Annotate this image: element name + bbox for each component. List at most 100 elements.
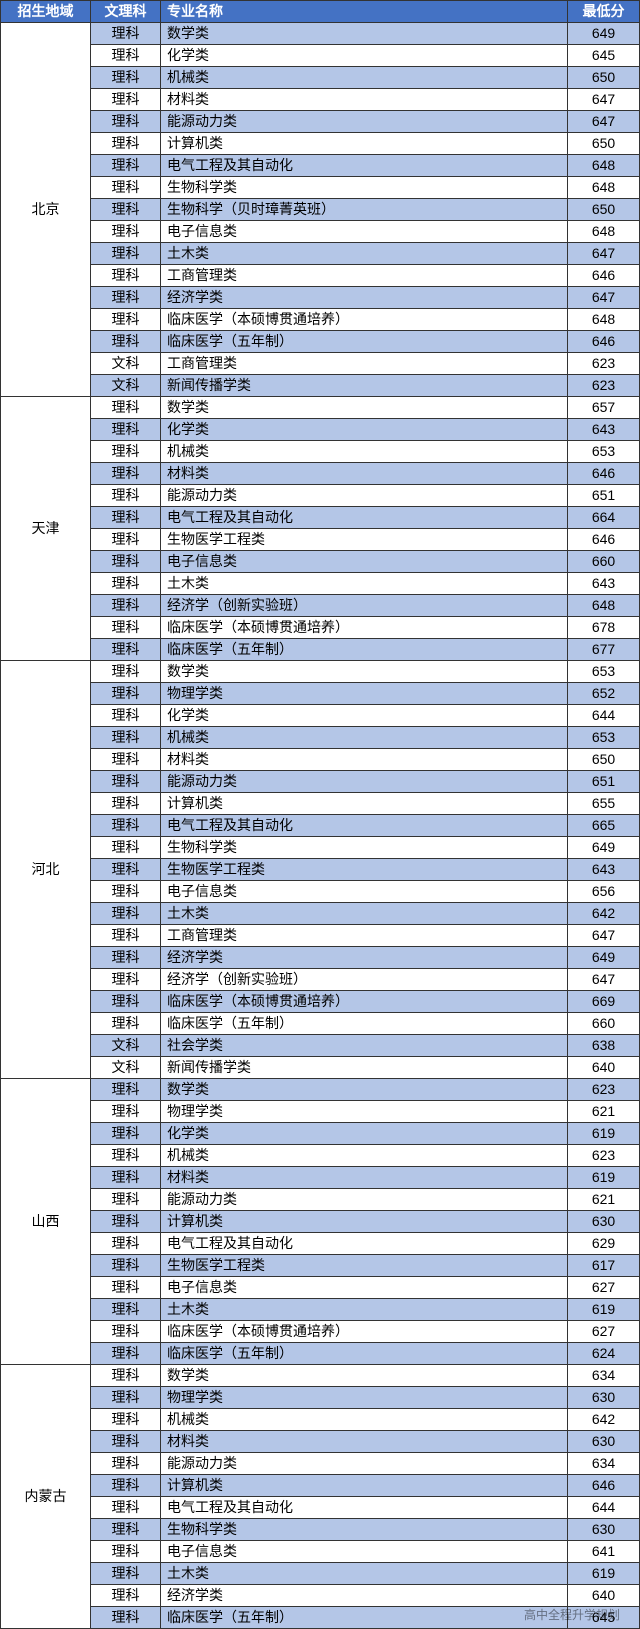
subject-cell: 理科 xyxy=(91,1585,161,1607)
table-row: 理科机械类653 xyxy=(1,441,640,463)
score-cell: 630 xyxy=(568,1387,640,1409)
major-cell: 电子信息类 xyxy=(161,221,568,243)
major-cell: 经济学类 xyxy=(161,287,568,309)
major-cell: 计算机类 xyxy=(161,793,568,815)
subject-cell: 文科 xyxy=(91,375,161,397)
subject-cell: 理科 xyxy=(91,265,161,287)
score-cell: 644 xyxy=(568,705,640,727)
table-row: 理科计算机类630 xyxy=(1,1211,640,1233)
subject-cell: 理科 xyxy=(91,705,161,727)
table-row: 理科机械类650 xyxy=(1,67,640,89)
subject-cell: 理科 xyxy=(91,881,161,903)
table-row: 理科临床医学（本硕博贯通培养）669 xyxy=(1,991,640,1013)
score-cell: 634 xyxy=(568,1365,640,1387)
subject-cell: 理科 xyxy=(91,1299,161,1321)
major-cell: 电子信息类 xyxy=(161,1277,568,1299)
major-cell: 物理学类 xyxy=(161,1101,568,1123)
table-row: 理科工商管理类647 xyxy=(1,925,640,947)
table-row: 理科临床医学（本硕博贯通培养）648 xyxy=(1,309,640,331)
table-row: 理科临床医学（本硕博贯通培养）678 xyxy=(1,617,640,639)
table-row: 理科化学类644 xyxy=(1,705,640,727)
major-cell: 电子信息类 xyxy=(161,881,568,903)
subject-cell: 理科 xyxy=(91,1167,161,1189)
score-cell: 627 xyxy=(568,1321,640,1343)
major-cell: 材料类 xyxy=(161,1431,568,1453)
subject-cell: 理科 xyxy=(91,1519,161,1541)
region-cell: 山西 xyxy=(1,1079,91,1365)
table-row: 理科物理学类621 xyxy=(1,1101,640,1123)
subject-cell: 理科 xyxy=(91,1431,161,1453)
table-row: 文科工商管理类623 xyxy=(1,353,640,375)
subject-cell: 理科 xyxy=(91,683,161,705)
score-cell: 629 xyxy=(568,1233,640,1255)
subject-cell: 理科 xyxy=(91,287,161,309)
score-cell: 619 xyxy=(568,1167,640,1189)
subject-cell: 理科 xyxy=(91,309,161,331)
score-cell: 643 xyxy=(568,859,640,881)
table-row: 理科能源动力类634 xyxy=(1,1453,640,1475)
header-region: 招生地域 xyxy=(1,1,91,23)
score-cell: 647 xyxy=(568,111,640,133)
score-cell: 653 xyxy=(568,441,640,463)
major-cell: 能源动力类 xyxy=(161,485,568,507)
table-row: 理科电子信息类627 xyxy=(1,1277,640,1299)
major-cell: 数学类 xyxy=(161,1365,568,1387)
subject-cell: 理科 xyxy=(91,1321,161,1343)
subject-cell: 理科 xyxy=(91,485,161,507)
subject-cell: 理科 xyxy=(91,111,161,133)
table-row: 理科电气工程及其自动化644 xyxy=(1,1497,640,1519)
table-row: 理科经济学类640 xyxy=(1,1585,640,1607)
subject-cell: 理科 xyxy=(91,1343,161,1365)
major-cell: 能源动力类 xyxy=(161,111,568,133)
score-cell: 617 xyxy=(568,1255,640,1277)
major-cell: 新闻传播学类 xyxy=(161,1057,568,1079)
subject-cell: 理科 xyxy=(91,1277,161,1299)
subject-cell: 理科 xyxy=(91,23,161,45)
major-cell: 化学类 xyxy=(161,1123,568,1145)
major-cell: 电气工程及其自动化 xyxy=(161,1233,568,1255)
subject-cell: 理科 xyxy=(91,1563,161,1585)
subject-cell: 理科 xyxy=(91,925,161,947)
major-cell: 临床医学（本硕博贯通培养） xyxy=(161,309,568,331)
major-cell: 临床医学（五年制） xyxy=(161,1013,568,1035)
major-cell: 电气工程及其自动化 xyxy=(161,155,568,177)
score-cell: 623 xyxy=(568,375,640,397)
table-row: 理科电气工程及其自动化665 xyxy=(1,815,640,837)
score-cell: 646 xyxy=(568,529,640,551)
region-cell: 北京 xyxy=(1,23,91,397)
table-row: 理科经济学类647 xyxy=(1,287,640,309)
major-cell: 材料类 xyxy=(161,463,568,485)
major-cell: 物理学类 xyxy=(161,1387,568,1409)
table-row: 理科材料类650 xyxy=(1,749,640,771)
subject-cell: 理科 xyxy=(91,243,161,265)
score-cell: 623 xyxy=(568,1079,640,1101)
score-cell: 643 xyxy=(568,419,640,441)
score-cell: 619 xyxy=(568,1563,640,1585)
table-row: 理科经济学（创新实验班）647 xyxy=(1,969,640,991)
major-cell: 电气工程及其自动化 xyxy=(161,507,568,529)
major-cell: 数学类 xyxy=(161,1079,568,1101)
major-cell: 生物医学工程类 xyxy=(161,859,568,881)
major-cell: 临床医学（五年制） xyxy=(161,1607,568,1629)
table-row: 北京理科数学类649 xyxy=(1,23,640,45)
score-cell: 640 xyxy=(568,1057,640,1079)
major-cell: 机械类 xyxy=(161,1409,568,1431)
table-row: 天津理科数学类657 xyxy=(1,397,640,419)
table-row: 河北理科数学类653 xyxy=(1,661,640,683)
subject-cell: 理科 xyxy=(91,1475,161,1497)
table-row: 理科电子信息类660 xyxy=(1,551,640,573)
subject-cell: 理科 xyxy=(91,1123,161,1145)
table-row: 理科计算机类646 xyxy=(1,1475,640,1497)
table-row: 理科生物科学类649 xyxy=(1,837,640,859)
table-row: 理科生物科学类630 xyxy=(1,1519,640,1541)
score-cell: 619 xyxy=(568,1123,640,1145)
header-major: 专业名称 xyxy=(161,1,568,23)
subject-cell: 理科 xyxy=(91,1387,161,1409)
table-row: 内蒙古理科数学类634 xyxy=(1,1365,640,1387)
table-row: 理科临床医学（五年制）624 xyxy=(1,1343,640,1365)
subject-cell: 文科 xyxy=(91,1057,161,1079)
score-cell: 649 xyxy=(568,23,640,45)
major-cell: 数学类 xyxy=(161,397,568,419)
score-cell: 655 xyxy=(568,793,640,815)
score-cell: 621 xyxy=(568,1189,640,1211)
